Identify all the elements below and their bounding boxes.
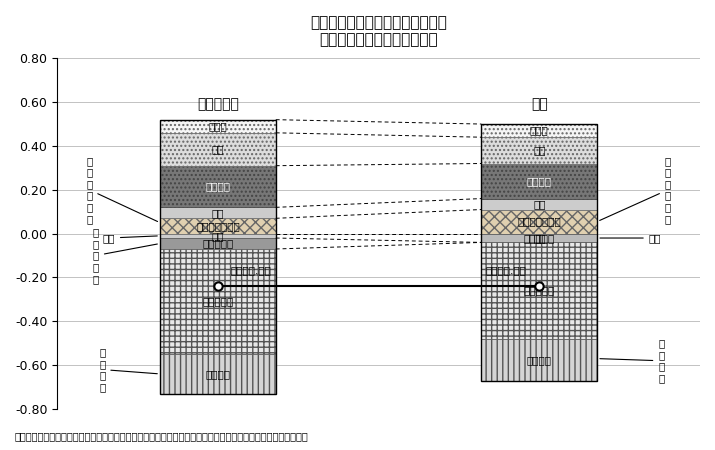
- Text: 教養娯楽: 教養娯楽: [205, 181, 230, 192]
- Text: 教養娯楽: 教養娯楽: [527, 176, 552, 186]
- Text: 家具・家事用品: 家具・家事用品: [196, 221, 240, 231]
- Text: 諸雑費: 諸雑費: [530, 126, 548, 135]
- Text: 諸雑費: 諸雑費: [209, 121, 227, 131]
- Bar: [160, 354, 276, 394]
- Text: 食料: 食料: [212, 231, 225, 241]
- Text: 食料: 食料: [102, 233, 157, 243]
- Text: 保
健
医
療: 保 健 医 療: [600, 338, 664, 383]
- Text: 教育: 教育: [533, 199, 546, 209]
- Title: 総合指数の前年比に対する寄与度
－東京都区部と全国の比較－: 総合指数の前年比に対する寄与度 －東京都区部と全国の比較－: [310, 15, 447, 47]
- Text: 食料: 食料: [600, 233, 661, 243]
- Text: 保健医療: 保健医療: [205, 369, 230, 379]
- Bar: [160, 120, 276, 394]
- Text: 総合－０.２４: 総合－０.２４: [231, 266, 272, 275]
- Bar: [160, 133, 276, 166]
- Bar: [481, 243, 597, 339]
- Text: 全国: 全国: [531, 97, 548, 111]
- Text: 被
服
及
び
履
物: 被 服 及 び 履 物: [600, 156, 671, 224]
- Text: 光熱・水道: 光熱・水道: [202, 238, 234, 248]
- Text: 光熱・水道: 光熱・水道: [523, 233, 555, 243]
- Bar: [160, 120, 276, 133]
- Text: 東京都区部: 東京都区部: [197, 97, 239, 111]
- Text: 住居: 住居: [212, 144, 225, 154]
- Text: 交通・通信: 交通・通信: [202, 297, 234, 306]
- Bar: [160, 218, 276, 234]
- Bar: [160, 166, 276, 207]
- Text: 教育: 教育: [212, 208, 225, 218]
- Text: 保健医療: 保健医療: [527, 355, 552, 365]
- Bar: [481, 234, 597, 243]
- Bar: [481, 163, 597, 198]
- Text: 保
健
医
療: 保 健 医 療: [99, 347, 157, 392]
- Text: 交通・通信: 交通・通信: [523, 286, 555, 296]
- Bar: [160, 207, 276, 218]
- Bar: [160, 249, 276, 354]
- Text: 家具・家事用品: 家具・家事用品: [518, 216, 561, 227]
- Bar: [160, 234, 276, 238]
- Text: 光
熱
・
水
道: 光 熱 ・ 水 道: [93, 227, 157, 284]
- Bar: [481, 124, 597, 137]
- Bar: [160, 238, 276, 249]
- Bar: [481, 198, 597, 210]
- Bar: [481, 234, 597, 243]
- Text: 被
服
及
び
履
物: 被 服 及 び 履 物: [87, 156, 157, 224]
- Text: 総合－０.２４: 総合－０.２４: [485, 266, 526, 275]
- Bar: [481, 210, 597, 234]
- Bar: [481, 339, 597, 381]
- Text: 住居: 住居: [533, 145, 546, 155]
- Bar: [481, 124, 597, 381]
- Bar: [481, 137, 597, 163]
- Text: 注）　表示桁数未満を四捨五入しているため、総合指数の前年比と、各寄与度の合計は一致しない場合がある。: 注） 表示桁数未満を四捨五入しているため、総合指数の前年比と、各寄与度の合計は一…: [14, 431, 308, 441]
- Text: 食料: 食料: [533, 233, 546, 243]
